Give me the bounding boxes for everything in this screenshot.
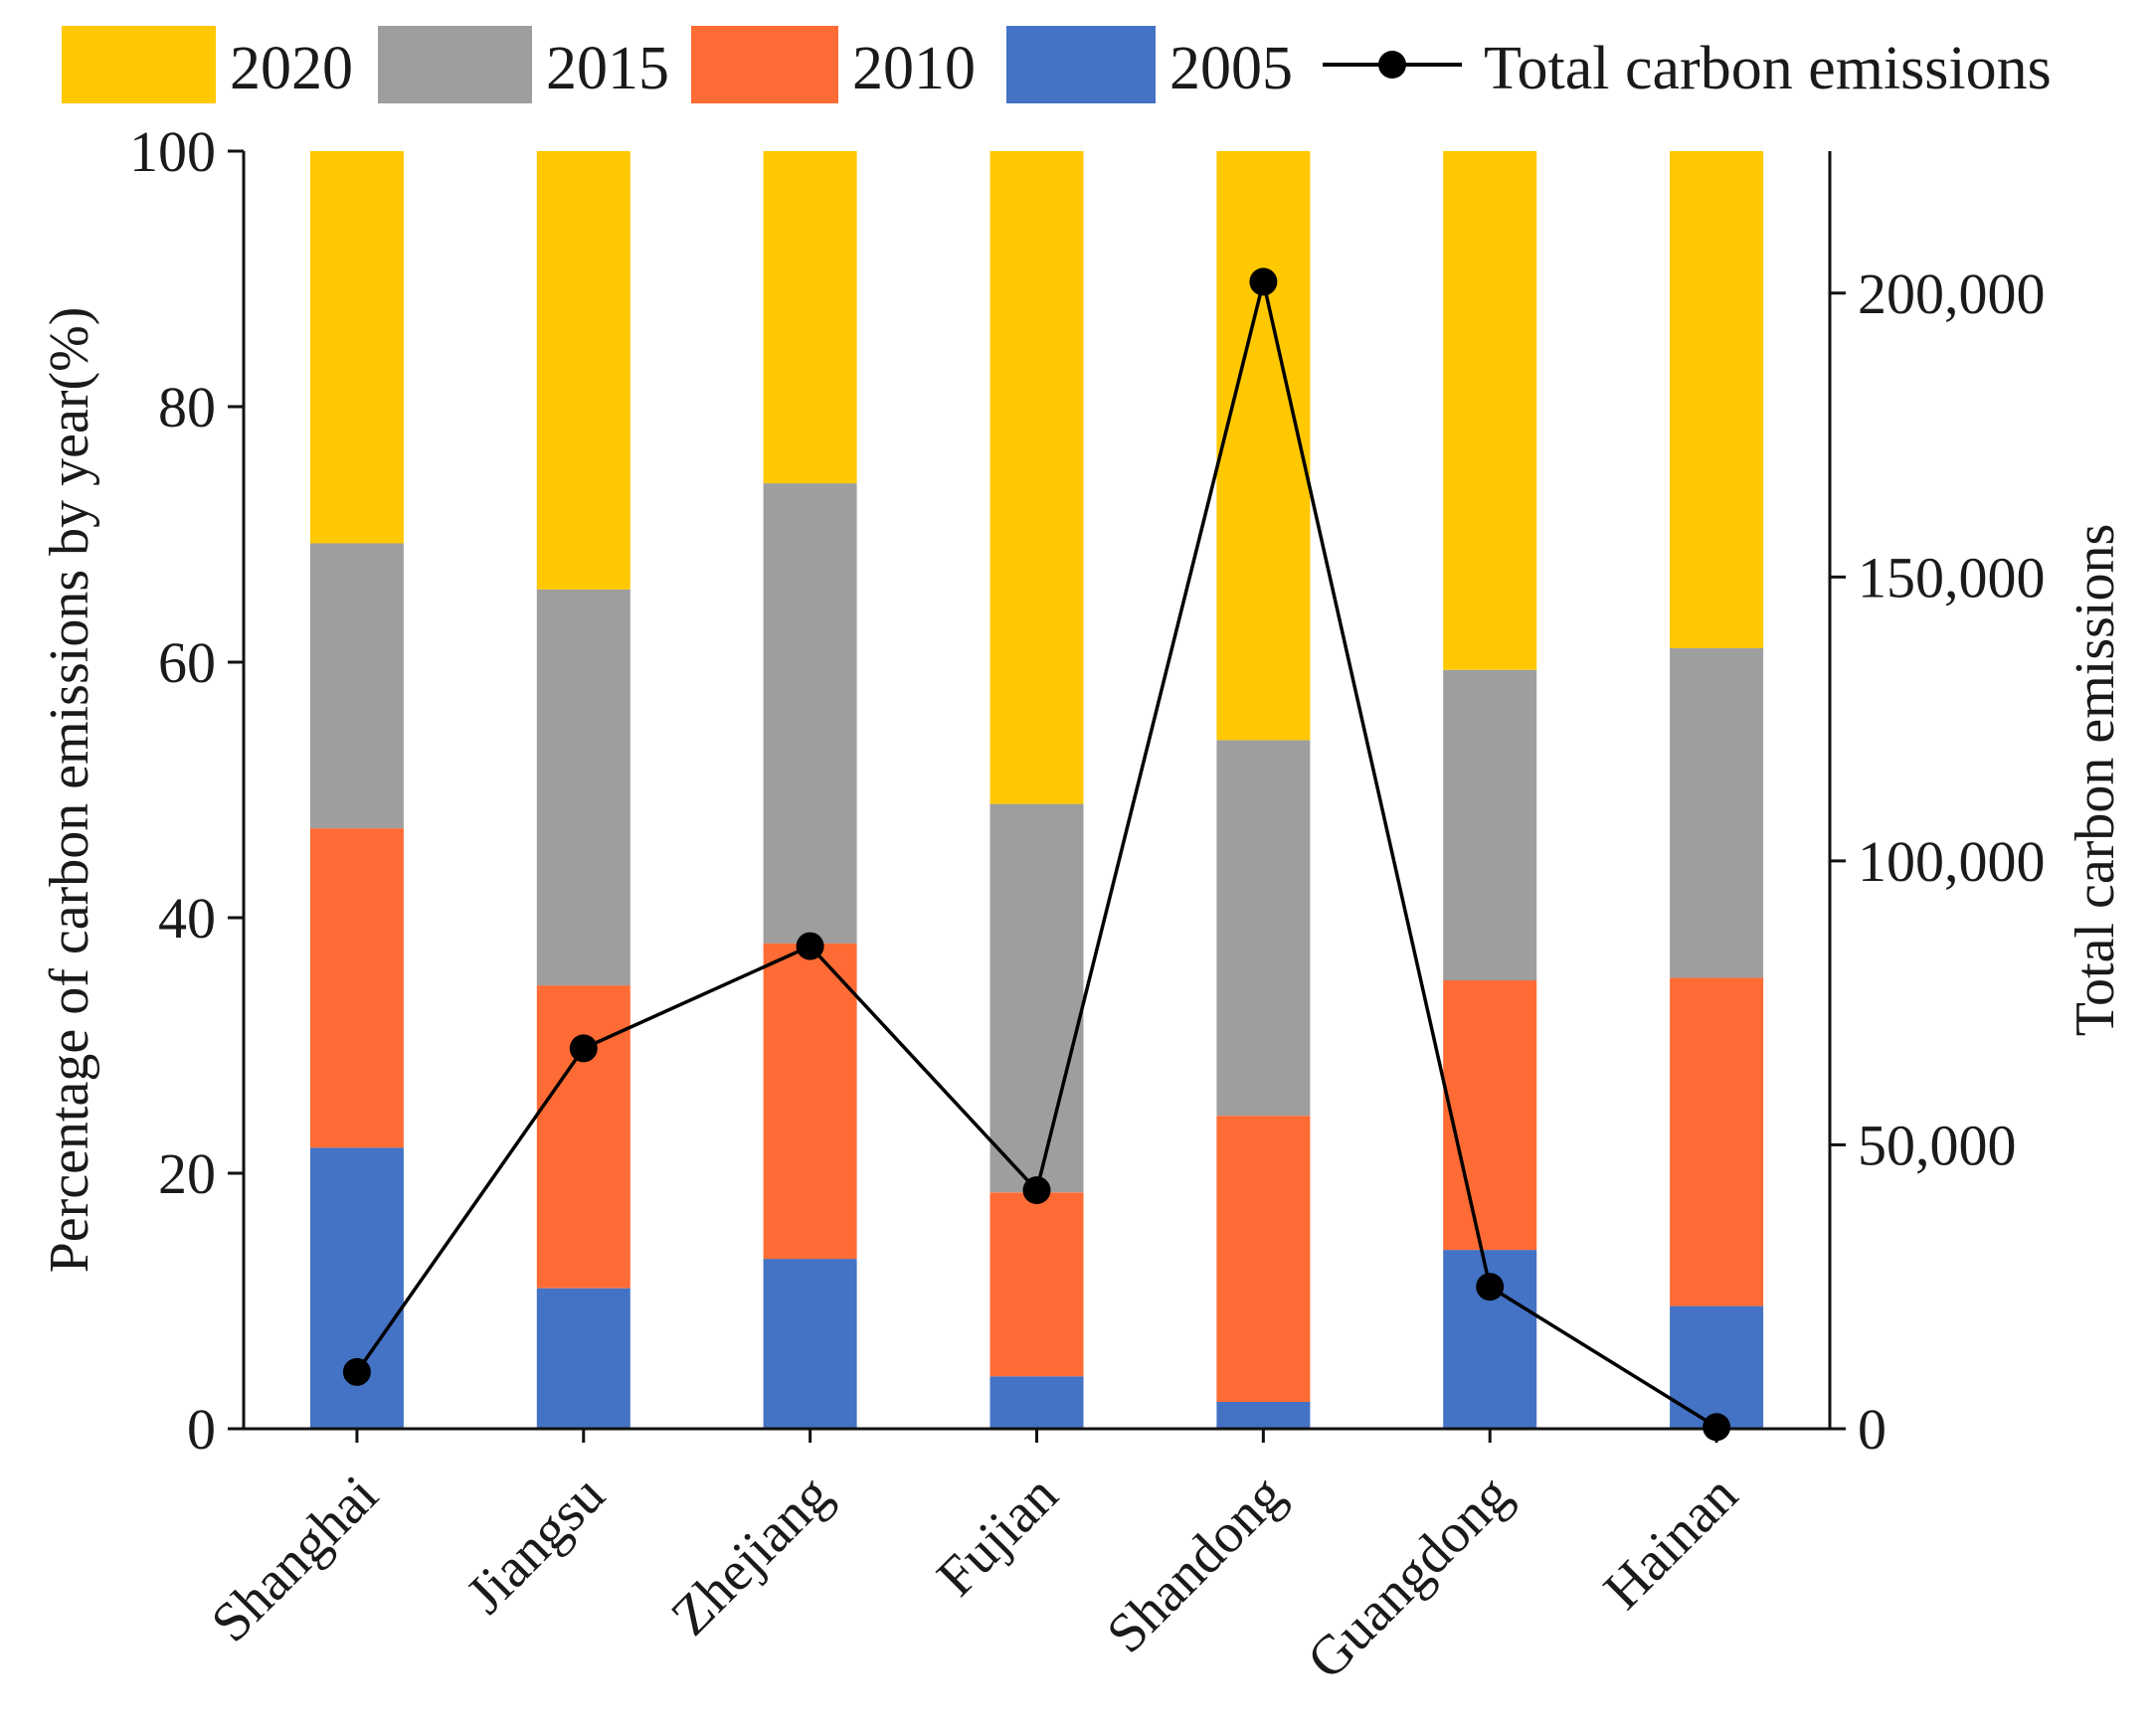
bar-hainan-2015 xyxy=(1670,647,1764,978)
bar-shanghai-2020 xyxy=(309,151,404,544)
bar-hainan-2010 xyxy=(1670,977,1764,1306)
bar-zhejiang-2010 xyxy=(763,943,857,1260)
bar-jiangsu-2015 xyxy=(536,589,630,986)
y-tick-label-60: 60 xyxy=(158,630,216,695)
x-label-zhejiang: Zhejiang xyxy=(659,1464,843,1647)
bar-shanghai-2005 xyxy=(309,1147,404,1429)
y2-tick-label-200000: 200,000 xyxy=(1858,261,2046,326)
legend-swatch-2020 xyxy=(62,26,216,103)
bar-shandong-2005 xyxy=(1216,1402,1311,1429)
bar-fujian-2015 xyxy=(989,803,1084,1193)
total-emissions-point-fujian xyxy=(1022,1176,1051,1205)
legend-label-2015: 2015 xyxy=(546,35,669,102)
bar-jiangsu-2010 xyxy=(536,985,630,1289)
x-label-shandong: Shandong xyxy=(1095,1464,1296,1664)
y2-tick-label-100000: 100,000 xyxy=(1858,829,2046,894)
x-label-hainan: Hainan xyxy=(1592,1464,1749,1621)
axes: 0 20 40 60 80 100 0 50,000 100,000 150,000 200,000 xyxy=(129,119,2046,1462)
total-emissions-point-shandong xyxy=(1249,267,1278,296)
bar-shandong-2020 xyxy=(1216,151,1311,741)
bar-zhejiang-2015 xyxy=(763,483,857,944)
legend-label-total-carbon-emissions: Total carbon emissions xyxy=(1484,35,2052,102)
legend-label-2010: 2010 xyxy=(852,35,976,102)
bar-zhejiang-2020 xyxy=(763,151,857,484)
y2-axis-title: Total carbon emissions xyxy=(2065,524,2126,1037)
y-tick-label-100: 100 xyxy=(129,119,216,184)
bar-jiangsu-2005 xyxy=(536,1288,630,1429)
legend-marker-total-carbon-emissions xyxy=(1378,51,1406,79)
total-emissions-point-hainan xyxy=(1703,1413,1731,1442)
y2-tick-label-150000: 150,000 xyxy=(1858,545,2046,609)
bar-guangdong-2015 xyxy=(1443,669,1537,980)
bar-fujian-2010 xyxy=(989,1192,1084,1377)
total-emissions-point-guangdong xyxy=(1476,1273,1505,1301)
bar-zhejiang-2005 xyxy=(763,1259,857,1429)
y-tick-label-80: 80 xyxy=(158,375,216,439)
bar-hainan-2020 xyxy=(1670,151,1764,648)
total-emissions-line-group xyxy=(342,267,1731,1442)
bar-fujian-2005 xyxy=(989,1376,1084,1429)
x-label-guangdong: Guangdong xyxy=(1296,1464,1524,1691)
total-emissions-point-jiangsu xyxy=(569,1034,598,1063)
bar-fujian-2020 xyxy=(989,151,1084,804)
bar-jiangsu-2020 xyxy=(536,151,630,590)
y-tick-label-0: 0 xyxy=(187,1397,216,1462)
legend-swatch-2015 xyxy=(378,26,532,103)
legend-label-2020: 2020 xyxy=(230,35,353,102)
y-tick-label-40: 40 xyxy=(158,886,216,951)
legend-swatch-2005 xyxy=(1006,26,1156,103)
x-label-shanghai: Shanghai xyxy=(200,1464,390,1653)
bar-shanghai-2010 xyxy=(309,828,404,1148)
y2-tick-label-0: 0 xyxy=(1858,1397,1886,1462)
y2-tick-label-50000: 50,000 xyxy=(1858,1113,2017,1177)
bar-shandong-2015 xyxy=(1216,740,1311,1117)
bar-shandong-2010 xyxy=(1216,1116,1311,1402)
x-label-jiangsu: Jiangsu xyxy=(454,1464,617,1626)
total-emissions-point-shanghai xyxy=(342,1357,371,1386)
legend-swatch-2010 xyxy=(691,26,838,103)
bar-series-group xyxy=(309,151,1764,1429)
bar-hainan-2005 xyxy=(1670,1305,1764,1429)
y-axis-title: Percentage of carbon emissions by year(%… xyxy=(39,307,100,1274)
y-tick-label-20: 20 xyxy=(158,1141,216,1206)
bar-shanghai-2015 xyxy=(309,543,404,829)
legend-label-2005: 2005 xyxy=(1169,35,1293,102)
bar-guangdong-2010 xyxy=(1443,980,1537,1251)
bar-guangdong-2020 xyxy=(1443,151,1537,670)
x-label-fujian: Fujian xyxy=(926,1464,1070,1608)
legend: 2020 2015 2010 2005 Total carbon emissions xyxy=(62,26,2052,103)
total-emissions-point-zhejiang xyxy=(796,932,824,960)
